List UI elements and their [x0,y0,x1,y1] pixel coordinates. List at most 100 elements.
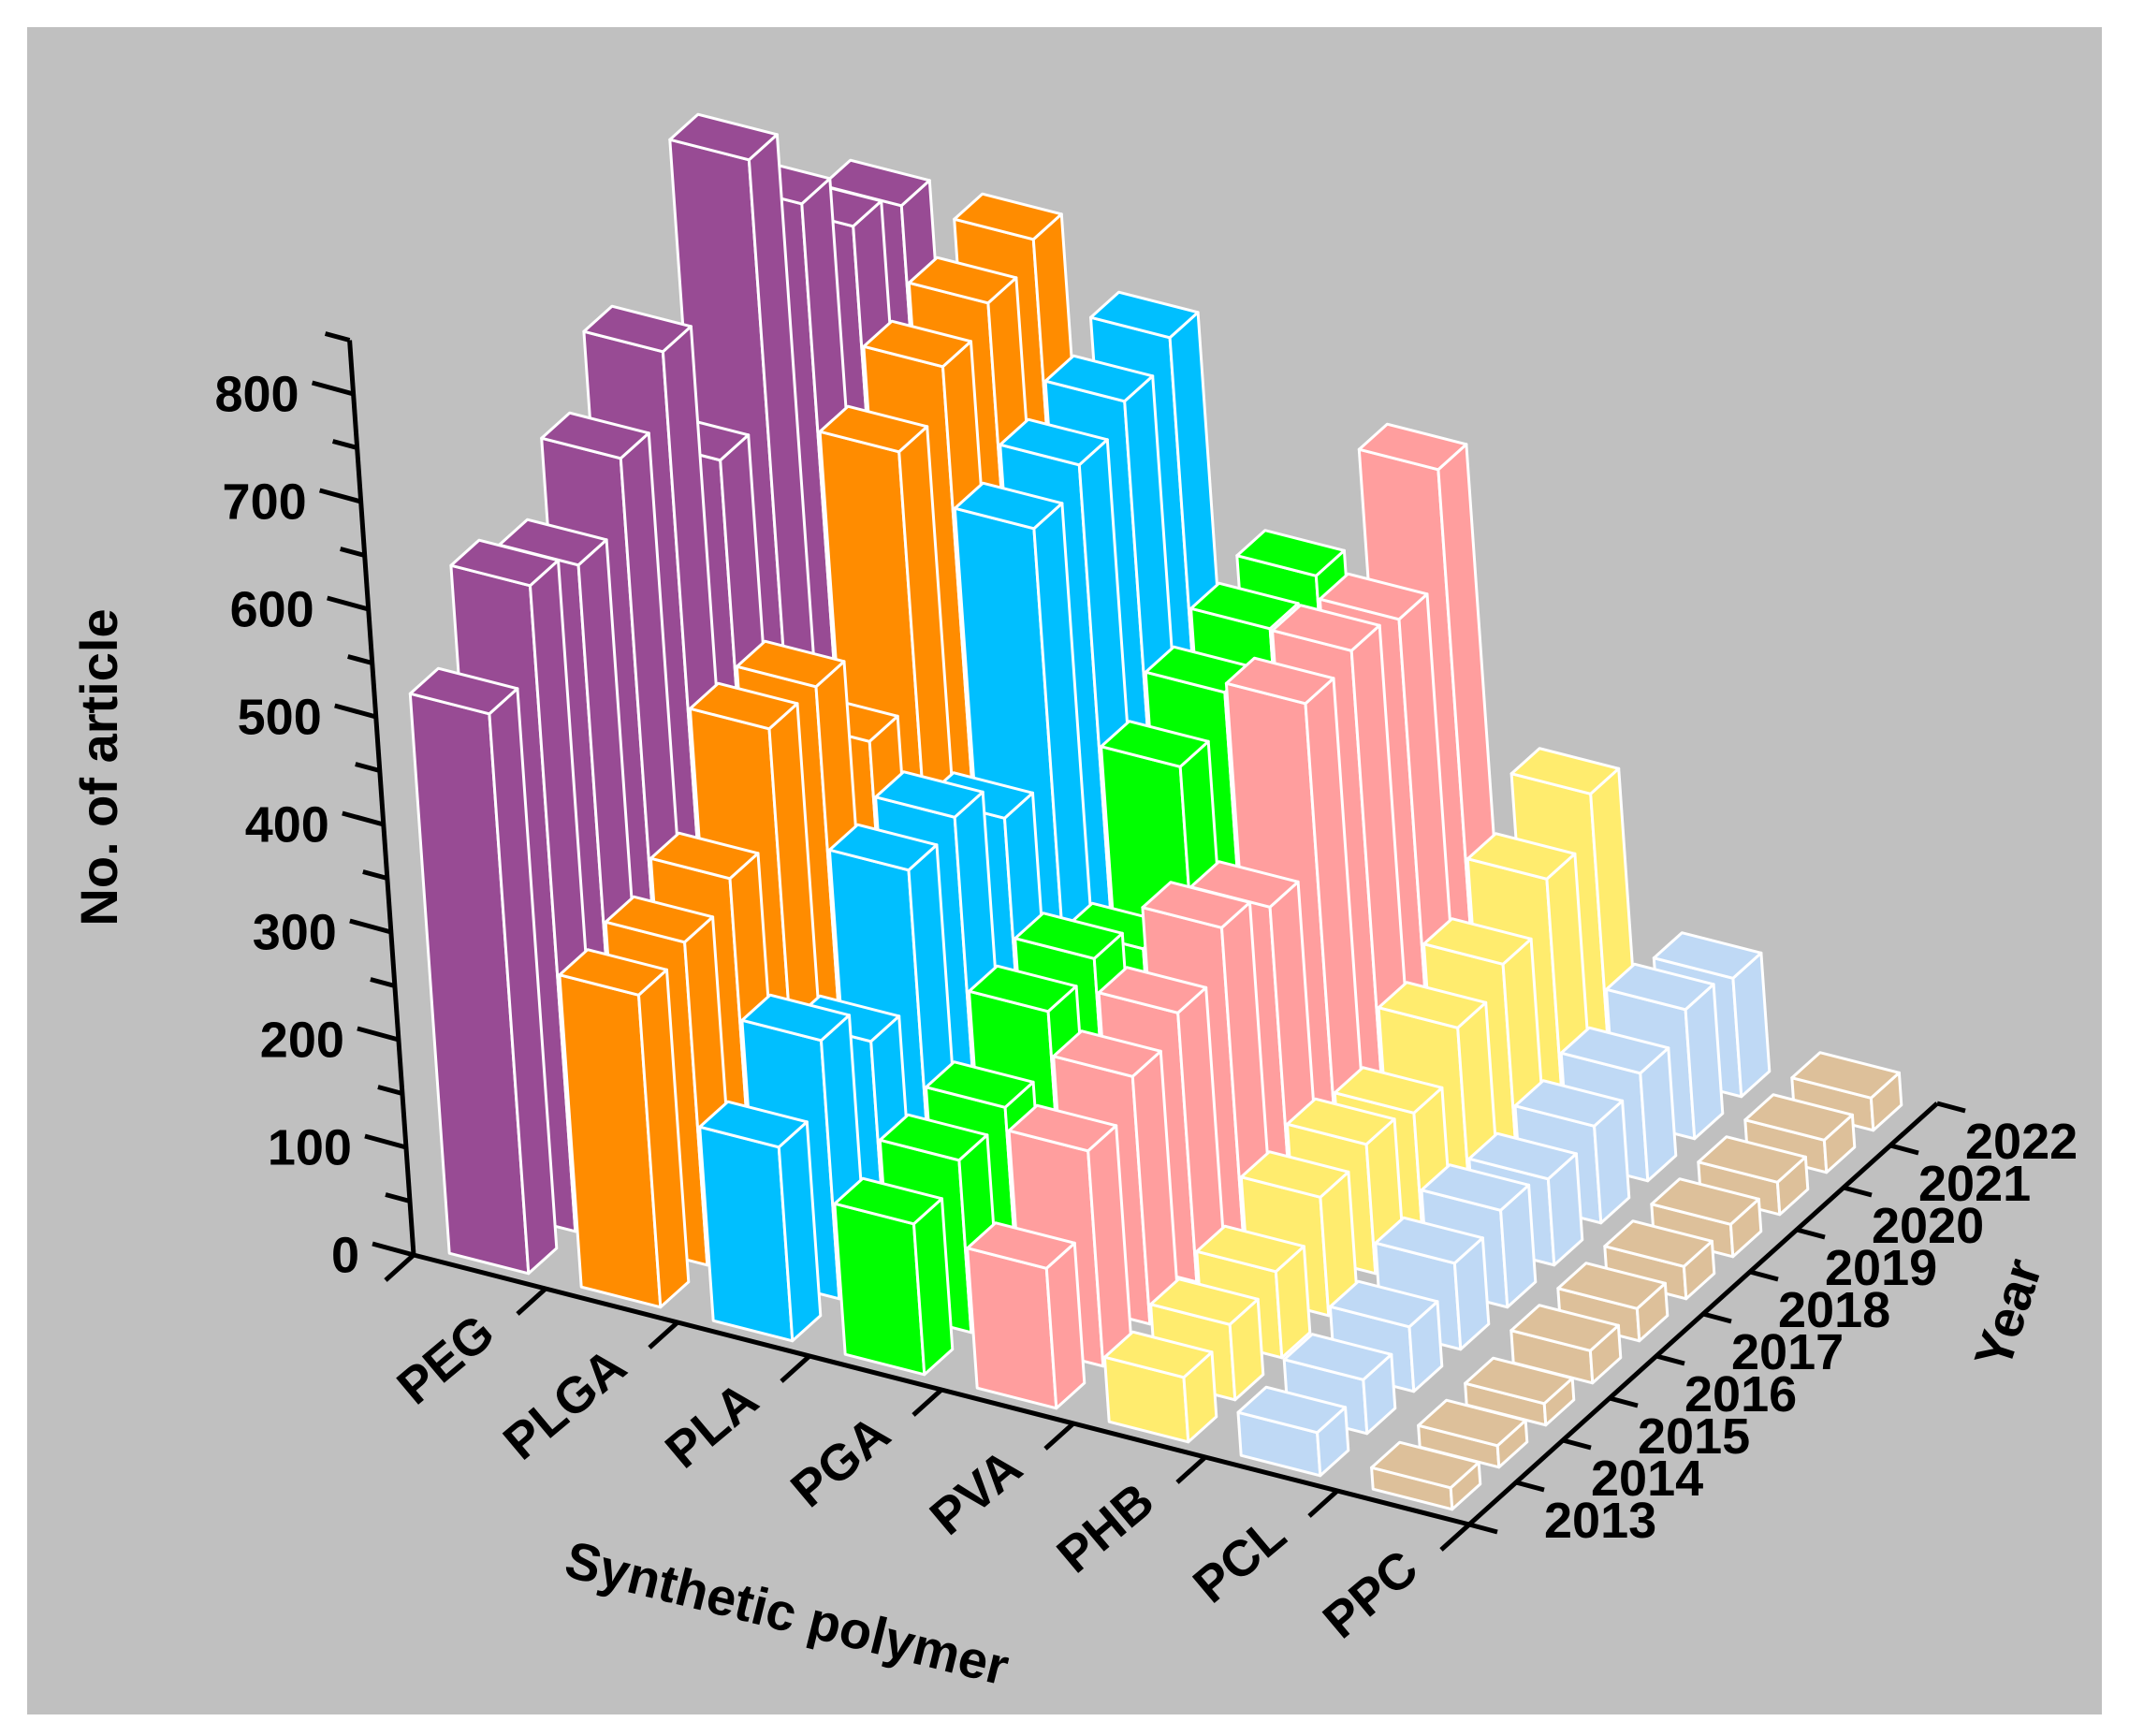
bar-top [1466,832,1577,881]
x-tick [911,1388,943,1417]
bar-top [1333,1066,1444,1115]
depth-tick [1843,1185,1873,1198]
y-tick [342,810,385,827]
bar-top [1282,1333,1393,1381]
bar-top [558,948,668,997]
bar-top [1271,604,1381,652]
bar-top [735,639,846,689]
bar-top [1318,572,1429,621]
y-minor-tick [355,762,381,773]
bar-front [966,1247,1058,1410]
y-tick [364,1133,407,1150]
y-tick-label: 500 [238,689,322,745]
bar-top [1013,912,1124,960]
bar-top [698,1100,809,1149]
y-minor-tick [377,1085,403,1096]
bar-top [1007,1103,1118,1153]
depth-tick-label: 2016 [1684,1366,1797,1422]
bar-top [818,404,929,454]
bar-top [1370,1440,1480,1490]
bar-top [1052,1029,1162,1078]
bar-top [1605,962,1715,1012]
y-tick-label: 600 [230,581,314,637]
bar-top [1189,581,1300,631]
y-tick [349,918,392,935]
bar-top [582,304,693,354]
bar-top [1603,1219,1713,1268]
depth-tick [1749,1269,1779,1282]
depth-tick [1936,1101,1966,1114]
y-minor-tick [340,547,366,558]
bar-top [449,538,560,588]
x-tick [1439,1523,1471,1552]
depth-tick [1702,1311,1732,1324]
depth-tick [1515,1480,1545,1493]
y-minor-tick [370,977,396,988]
bar-top [1417,1398,1527,1448]
depth-tick [1562,1437,1592,1451]
depth-tick-label: 2014 [1591,1451,1703,1507]
bar-top [874,770,984,819]
y-minor-tick [347,654,373,665]
x-tick [648,1320,679,1349]
bar-top [1224,656,1335,706]
bar-top [1556,1262,1667,1310]
bar-top [1790,1051,1901,1100]
y-minor-tick [362,869,388,881]
bar-top [1513,1079,1625,1128]
x-tick [780,1354,811,1383]
bar-top [1509,1304,1620,1352]
bar-top [1420,1163,1531,1212]
bar-top [1357,422,1468,472]
bar-top [878,1113,989,1162]
bar-top [688,681,799,731]
bar-top [1097,966,1208,1014]
y-tick-label: 100 [268,1119,352,1175]
x-tick [516,1287,547,1316]
bar-top [862,319,972,369]
depth-tick [1796,1227,1826,1240]
depth-tick-label: 2017 [1731,1324,1844,1380]
bar-top [1422,917,1533,966]
y-tick [327,595,370,612]
bar-top [540,411,650,460]
bar-top [907,255,1018,305]
bar-top [408,666,519,716]
y-axis [347,340,416,1256]
x-tick [1175,1455,1207,1484]
bar-top [925,1060,1035,1109]
bar-top [953,192,1063,241]
y-tick-label: 800 [214,366,299,422]
bar-top [999,417,1109,467]
bar-top [1697,1135,1807,1184]
bar-top [1235,529,1346,577]
y-tick-label: 0 [331,1227,359,1283]
bar-top [1149,1277,1260,1326]
y-axis-title: No. of article [69,608,128,926]
y-minor-tick [331,439,358,450]
y-tick [372,1241,415,1258]
bar-top [1377,981,1488,1029]
depth-tick [1609,1395,1639,1408]
bar-top [1464,1356,1574,1406]
depth-tick-label: 2013 [1544,1493,1656,1549]
depth-tick-label: 2020 [1872,1198,1984,1254]
y-tick-label: 300 [253,904,337,960]
bar-top [1650,1177,1760,1226]
bar-top [668,112,779,162]
y-minor-tick [385,1192,411,1204]
bar-top [1467,1131,1578,1181]
x-tick [1043,1422,1075,1451]
bar-top [1236,1385,1348,1435]
y-tick [334,703,377,720]
bar-top [1328,1279,1439,1329]
x-tick [384,1253,416,1282]
bar-top [604,895,715,944]
depth-tick-label: 2021 [1918,1156,2031,1212]
bar-top [1239,1150,1350,1199]
y-tick-label: 200 [260,1012,344,1068]
bar-top [740,993,851,1043]
bar-top [1195,1224,1305,1274]
depth-tick-label: 2022 [1965,1114,2078,1170]
y-tick [357,1026,400,1043]
